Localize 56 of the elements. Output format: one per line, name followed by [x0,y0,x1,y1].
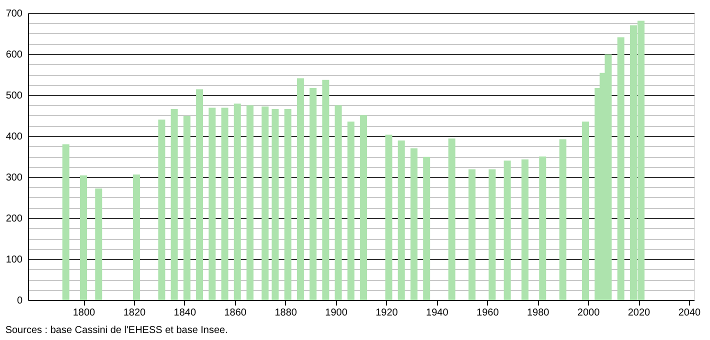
bar [170,108,178,300]
bar [158,120,166,300]
bar [310,88,317,300]
bar [272,108,279,300]
y-tick-label: 500 [6,90,23,102]
bar [582,122,590,300]
bar [221,108,228,300]
bar [347,122,354,300]
bar [196,89,204,300]
bar [559,139,566,300]
y-tick-label: 400 [6,132,23,142]
bar [360,115,368,300]
bar [468,169,476,300]
x-tick-label: 2020 [628,308,651,318]
y-tick-label: 600 [6,50,23,60]
bar [322,80,330,300]
bar [385,134,392,300]
bar [521,159,528,300]
bar [334,105,342,300]
bar [617,37,624,300]
x-tick-label: 1920 [376,308,398,318]
x-tick-label: 2040 [678,308,702,318]
bar [398,140,405,300]
bar [296,78,304,300]
bar [423,156,430,300]
y-tick-label: 100 [6,254,23,266]
bar [80,175,87,300]
x-tick-label: 1940 [426,308,449,318]
x-tick-label: 1820 [123,308,146,318]
bar [410,148,418,300]
bar [504,160,511,300]
y-tick-label: 0 [16,296,23,306]
x-tick-label: 1980 [526,308,550,318]
y-tick-label: 300 [6,172,23,184]
bar [262,106,269,300]
bar [95,188,102,300]
bar [62,144,70,300]
y-tick-label: 700 [6,8,23,20]
x-tick-label: 1880 [274,308,298,318]
x-tick-label: 1800 [72,308,96,318]
x-tick-label: 1900 [325,308,348,318]
bar [246,105,254,300]
y-tick-label: 200 [6,214,23,224]
bar [448,138,456,300]
bar [208,108,216,300]
x-tick-label: 1960 [476,308,500,318]
bar [284,108,292,300]
bar [234,104,241,300]
bar [488,169,496,300]
bar [132,174,140,300]
source-note: Sources : base Cassini de l'EHESS et base Insee. [5,325,228,336]
x-tick-label: 2000 [577,308,600,318]
x-tick-label: 1840 [174,308,196,318]
x-tick-label: 1860 [224,308,247,318]
bar [539,156,546,300]
bar [183,116,190,300]
